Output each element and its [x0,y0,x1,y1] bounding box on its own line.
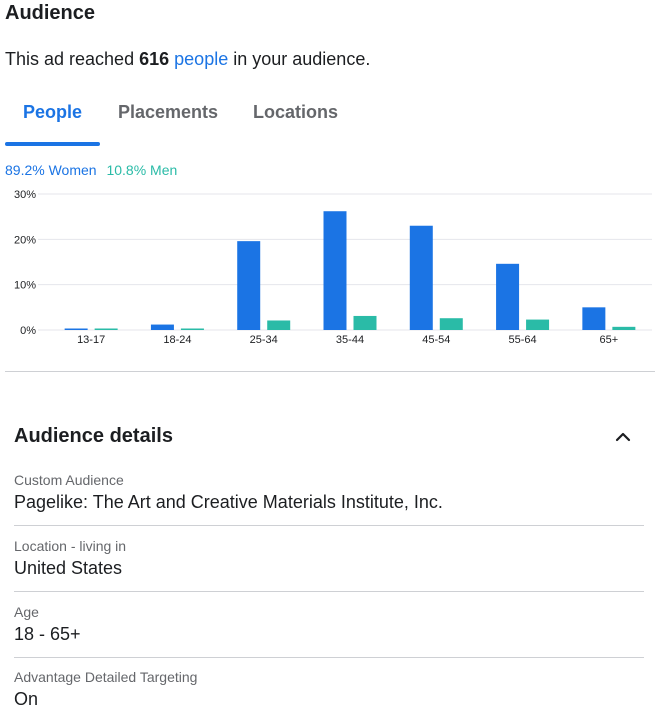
men-share: 10.8% Men [106,162,178,178]
y-tick-label: 10% [14,280,36,292]
audience-details-heading: Audience details [14,425,173,447]
bar-men-18-24[interactable] [180,328,204,331]
detail-label: Custom Audience [14,472,124,488]
detail-label: Advantage Detailed Targeting [14,669,198,685]
x-tick-label: 35-44 [336,334,364,346]
bar-men-55-64[interactable] [526,319,550,330]
reach-summary: This ad reached 616 people in your audie… [5,49,370,70]
detail-value: United States [14,558,123,578]
tab-people[interactable]: People [23,102,83,122]
detail-value: On [14,689,39,709]
women-share: 89.2% Women [5,162,97,178]
detail-label: Age [14,604,39,620]
bar-women-25-34[interactable] [237,241,261,330]
detail-advantage-targeting: Advantage Detailed Targeting On [14,669,644,710]
detail-label: Location - living in [14,538,127,554]
reach-count: 616 [139,49,170,69]
x-tick-label: 65+ [600,334,619,346]
bar-women-13-17[interactable] [64,328,88,331]
bar-women-45-54[interactable] [409,225,433,330]
detail-custom-audience: Custom Audience Pagelike: The Art and Cr… [14,472,644,526]
bar-women-55-64[interactable] [496,263,520,330]
tab-locations[interactable]: Locations [253,102,339,122]
people-link[interactable]: people [174,49,229,69]
detail-value: Pagelike: The Art and Creative Materials… [14,492,443,512]
detail-location: Location - living in United States [14,538,644,592]
bar-men-25-34[interactable] [267,320,291,330]
x-tick-label: 55-64 [509,334,537,346]
bar-women-65+[interactable] [582,307,606,330]
page-title: Audience [5,2,96,24]
x-tick-label: 25-34 [250,334,278,346]
bar-women-35-44[interactable] [323,211,347,330]
gender-split: 89.2% Women 10.8% Men [5,162,177,178]
x-tick-label: 18-24 [163,334,191,346]
bar-men-35-44[interactable] [353,315,377,330]
detail-separator [14,591,644,592]
y-tick-label: 20% [14,234,36,246]
y-tick-label: 30% [14,189,36,201]
audience-tabs: People Placements Locations [5,94,655,146]
age-gender-bar-chart: 0% 10% 20% 30% 13-17 18-24 25-34 35-44 45-54 55-6… [14,189,652,346]
bar-women-18-24[interactable] [150,324,174,330]
detail-separator [14,525,644,526]
detail-value: 18 - 65+ [14,624,81,644]
bar-men-45-54[interactable] [439,318,463,330]
chevron-up-icon[interactable] [614,428,632,446]
x-tick-label: 13-17 [77,334,105,346]
reach-prefix: This ad reached [5,49,135,69]
bar-men-13-17[interactable] [94,328,118,331]
detail-separator [14,657,644,658]
section-divider [5,371,655,372]
reach-suffix: in your audience. [233,49,371,69]
bar-men-65+[interactable] [612,326,636,330]
tab-placements[interactable]: Placements [118,102,219,122]
active-tab-indicator [5,142,100,146]
x-tick-label: 45-54 [422,334,450,346]
y-tick-label: 0% [20,325,36,337]
detail-age: Age 18 - 65+ [14,604,644,658]
